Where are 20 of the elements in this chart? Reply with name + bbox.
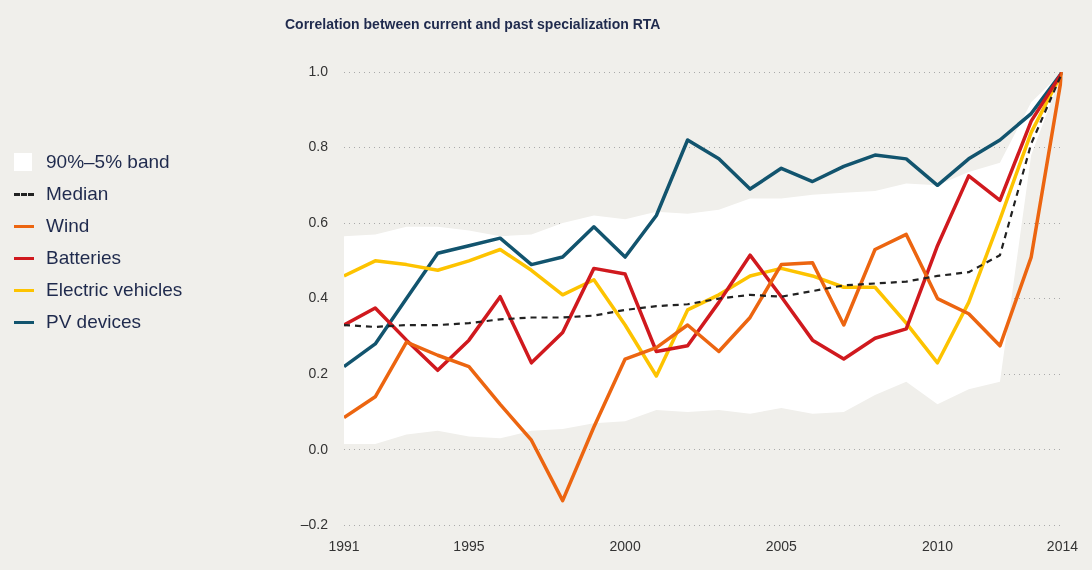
x-tick-label: 1991 bbox=[328, 538, 360, 555]
x-tick-label: 2005 bbox=[765, 538, 798, 555]
legend-label: Batteries bbox=[46, 247, 121, 269]
x-tick-label: 1995 bbox=[453, 538, 485, 555]
y-tick-label: 1.0 bbox=[308, 62, 329, 79]
legend-label: PV devices bbox=[46, 311, 142, 333]
y-tick-label: 0.0 bbox=[308, 440, 329, 457]
legend-label: Median bbox=[46, 183, 109, 205]
x-tick-label: 2010 bbox=[921, 538, 954, 555]
x-tick-label: 2000 bbox=[609, 538, 641, 555]
y-tick-label: 0.4 bbox=[308, 289, 329, 306]
text: 90%–5% band bbox=[46, 151, 170, 173]
y-tick-label: –0.2 bbox=[300, 516, 329, 533]
y-tick-label: 0.2 bbox=[308, 364, 329, 381]
legend-label: Electric vehicles bbox=[46, 279, 183, 301]
legend-label: Wind bbox=[46, 215, 90, 237]
y-tick-label: 0.6 bbox=[308, 213, 329, 230]
y-tick-label: 0.8 bbox=[308, 138, 329, 155]
chart-title: Correlation between current and past specialization RTA bbox=[285, 16, 661, 32]
x-tick-label: 2014 bbox=[1046, 538, 1079, 555]
